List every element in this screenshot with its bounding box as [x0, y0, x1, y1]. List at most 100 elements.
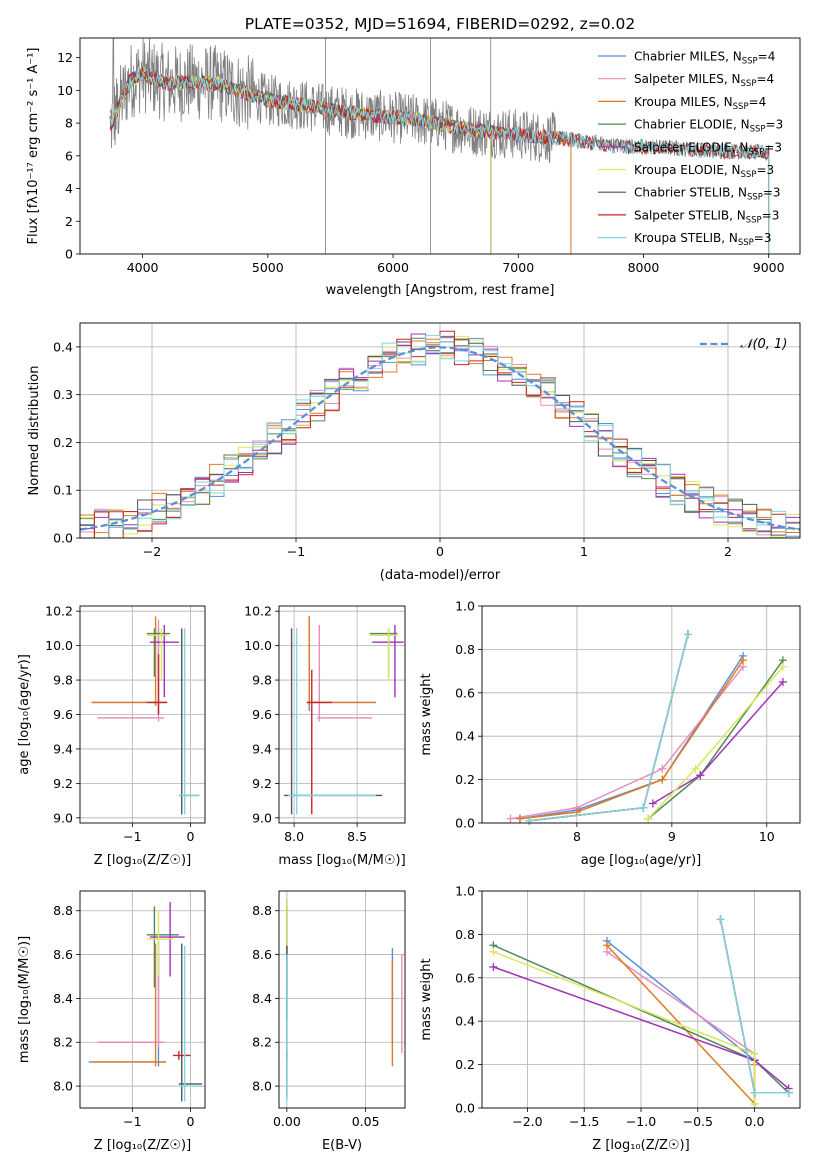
x-tick-label: −2.0 — [512, 1114, 542, 1129]
weight_vs_age-ylabel: mass weight — [419, 673, 434, 755]
y-tick-label: 6 — [65, 148, 73, 163]
weight-marker — [784, 1088, 793, 1097]
y-tick-label: 9.4 — [252, 741, 272, 756]
x-tick-label: 5000 — [252, 260, 284, 275]
y-tick-label: 0.8 — [455, 927, 475, 942]
plot-frame — [79, 890, 206, 1109]
y-tick-label: 0.2 — [455, 772, 475, 787]
weight-marker — [716, 915, 725, 924]
x-tick-label: 0.0 — [745, 1114, 765, 1129]
legend-label: Salpeter MILES, NSSP=4 — [634, 72, 774, 89]
legend-label: Chabrier MILES, NSSP=4 — [634, 50, 775, 67]
x-tick-label: 0 — [436, 544, 444, 559]
weight-marker — [648, 799, 657, 808]
y-tick-label: 9.8 — [53, 673, 73, 688]
spectrum-model-line — [109, 68, 492, 254]
x-tick-label: 8000 — [628, 260, 660, 275]
weight-marker — [750, 1049, 759, 1058]
spectrum-xlabel: wavelength [Angstrom, rest frame] — [326, 283, 555, 298]
plot-frame — [481, 890, 801, 1109]
legend-label: Kroupa MILES, NSSP=4 — [634, 95, 766, 112]
weight-marker — [525, 816, 534, 825]
weight_vs_age-axes: 8 9 10 0.0 0.2 0.4 0.6 0.8 1.0 age [log₁₀(age/yr)… — [419, 599, 800, 868]
y-tick-label: 9.0 — [53, 810, 73, 825]
x-tick-label: 10 — [759, 829, 775, 844]
y-tick-label: 8.2 — [53, 1035, 73, 1050]
x-tick-label: 0.05 — [352, 1114, 380, 1129]
x-tick-label: 8.5 — [347, 829, 367, 844]
age_vs_Z-xlabel: Z [log₁₀(Z/Z☉)] — [94, 853, 191, 868]
y-tick-label: 10 — [57, 83, 73, 98]
weight-marker — [639, 803, 648, 812]
y-tick-label: 9.0 — [252, 810, 272, 825]
y-tick-label: 4 — [65, 181, 73, 196]
y-tick-label: 9.6 — [53, 707, 73, 722]
y-tick-label: 1.0 — [455, 599, 475, 614]
plot-frame — [278, 890, 406, 1109]
x-tick-label: −1 — [123, 829, 141, 844]
weight_vs_Z-xlabel: Z [log₁₀(Z/Z☉)] — [592, 1138, 689, 1153]
y-tick-label: 8.6 — [53, 947, 73, 962]
x-tick-label: −1.5 — [569, 1114, 599, 1129]
y-tick-label: 0.0 — [53, 531, 73, 546]
x-tick-label: 7000 — [502, 260, 534, 275]
y-tick-label: 0.1 — [53, 483, 73, 498]
y-tick-label: 8.4 — [53, 991, 73, 1006]
mass_vs_Z-xlabel: Z [log₁₀(Z/Z☉)] — [94, 1138, 191, 1153]
y-tick-label: 8.8 — [252, 903, 272, 918]
spectrum-axes: 4000 5000 6000 7000 8000 9000 0 2 4 6 8 10 12 wavelen… — [26, 38, 785, 298]
y-tick-label: 0.2 — [455, 1057, 475, 1072]
weight-line — [510, 666, 744, 820]
age_vs_mass-xlabel: mass [log₁₀(M/M☉)] — [278, 853, 405, 868]
weight-marker — [658, 775, 667, 784]
weight_vs_age-xlabel: age [log₁₀(age/yr)] — [581, 853, 702, 868]
weight-line — [647, 666, 784, 820]
x-tick-label: 8.0 — [284, 829, 304, 844]
age_vs_Z-ylabel: age [log₁₀(age/yr)] — [17, 654, 32, 775]
spectrum-title: PLATE=0352, MJD=51694, FIBERID=0292, z=0… — [245, 15, 635, 33]
y-tick-label: 0.3 — [53, 387, 73, 402]
spectrum-model-line — [109, 68, 770, 254]
weight-marker — [750, 1099, 759, 1108]
y-tick-label: 12 — [57, 50, 73, 65]
mass_vs_ebv-axes: 0.00 0.05 8.0 8.2 8.4 8.6 8.8 E(B-V) — [252, 891, 405, 1153]
residuals-axes: −2 −1 0 1 2 0.0 0.1 0.2 0.3 0.4 (data-model)/error… — [27, 323, 801, 583]
weight-line — [519, 655, 744, 820]
x-tick-label: 1 — [580, 544, 588, 559]
weight-marker — [506, 814, 515, 823]
y-tick-label: 8.4 — [252, 991, 272, 1006]
weight-marker — [739, 656, 748, 665]
y-tick-label: 8 — [65, 116, 73, 131]
legend-label: Kroupa STELIB, NSSP=3 — [634, 231, 772, 248]
plot-frame — [79, 322, 801, 539]
x-tick-label: 2 — [724, 544, 732, 559]
x-tick-label: −1 — [287, 544, 305, 559]
x-tick-label: 9000 — [753, 260, 785, 275]
y-tick-label: 0 — [65, 247, 73, 262]
weight-marker — [696, 771, 705, 780]
normal-curve — [79, 346, 801, 531]
spectrum-legend: Chabrier MILES, NSSP=4 Salpeter MILES, NS… — [598, 50, 783, 248]
y-tick-label: 0.6 — [455, 970, 475, 985]
plot-frame — [278, 605, 406, 824]
weight-marker — [750, 1088, 759, 1097]
x-tick-label: 0 — [186, 1114, 194, 1129]
y-tick-label: 10.2 — [244, 604, 272, 619]
x-tick-label: −2 — [143, 544, 161, 559]
x-tick-label: 0 — [186, 829, 194, 844]
age_vs_Z-axes: −1 0 9.0 9.2 9.4 9.6 9.8 10.0 10.2 Z [log₁₀(Z/Z☉)… — [17, 604, 205, 868]
y-tick-label: 0.4 — [53, 339, 73, 354]
y-tick-label: 0.4 — [455, 729, 475, 744]
x-tick-label: 9 — [668, 829, 676, 844]
y-tick-label: 8.6 — [252, 947, 272, 962]
y-tick-label: 9.6 — [252, 707, 272, 722]
weight-marker — [644, 814, 653, 823]
y-tick-label: 10.0 — [45, 638, 73, 653]
weight-marker — [778, 677, 787, 686]
legend-label: Chabrier ELODIE, NSSP=3 — [634, 118, 783, 135]
y-tick-label: 8.0 — [53, 1079, 73, 1094]
y-tick-label: 0.8 — [455, 642, 475, 657]
y-tick-label: 0.4 — [455, 1014, 475, 1029]
y-tick-label: 9.2 — [53, 776, 73, 791]
